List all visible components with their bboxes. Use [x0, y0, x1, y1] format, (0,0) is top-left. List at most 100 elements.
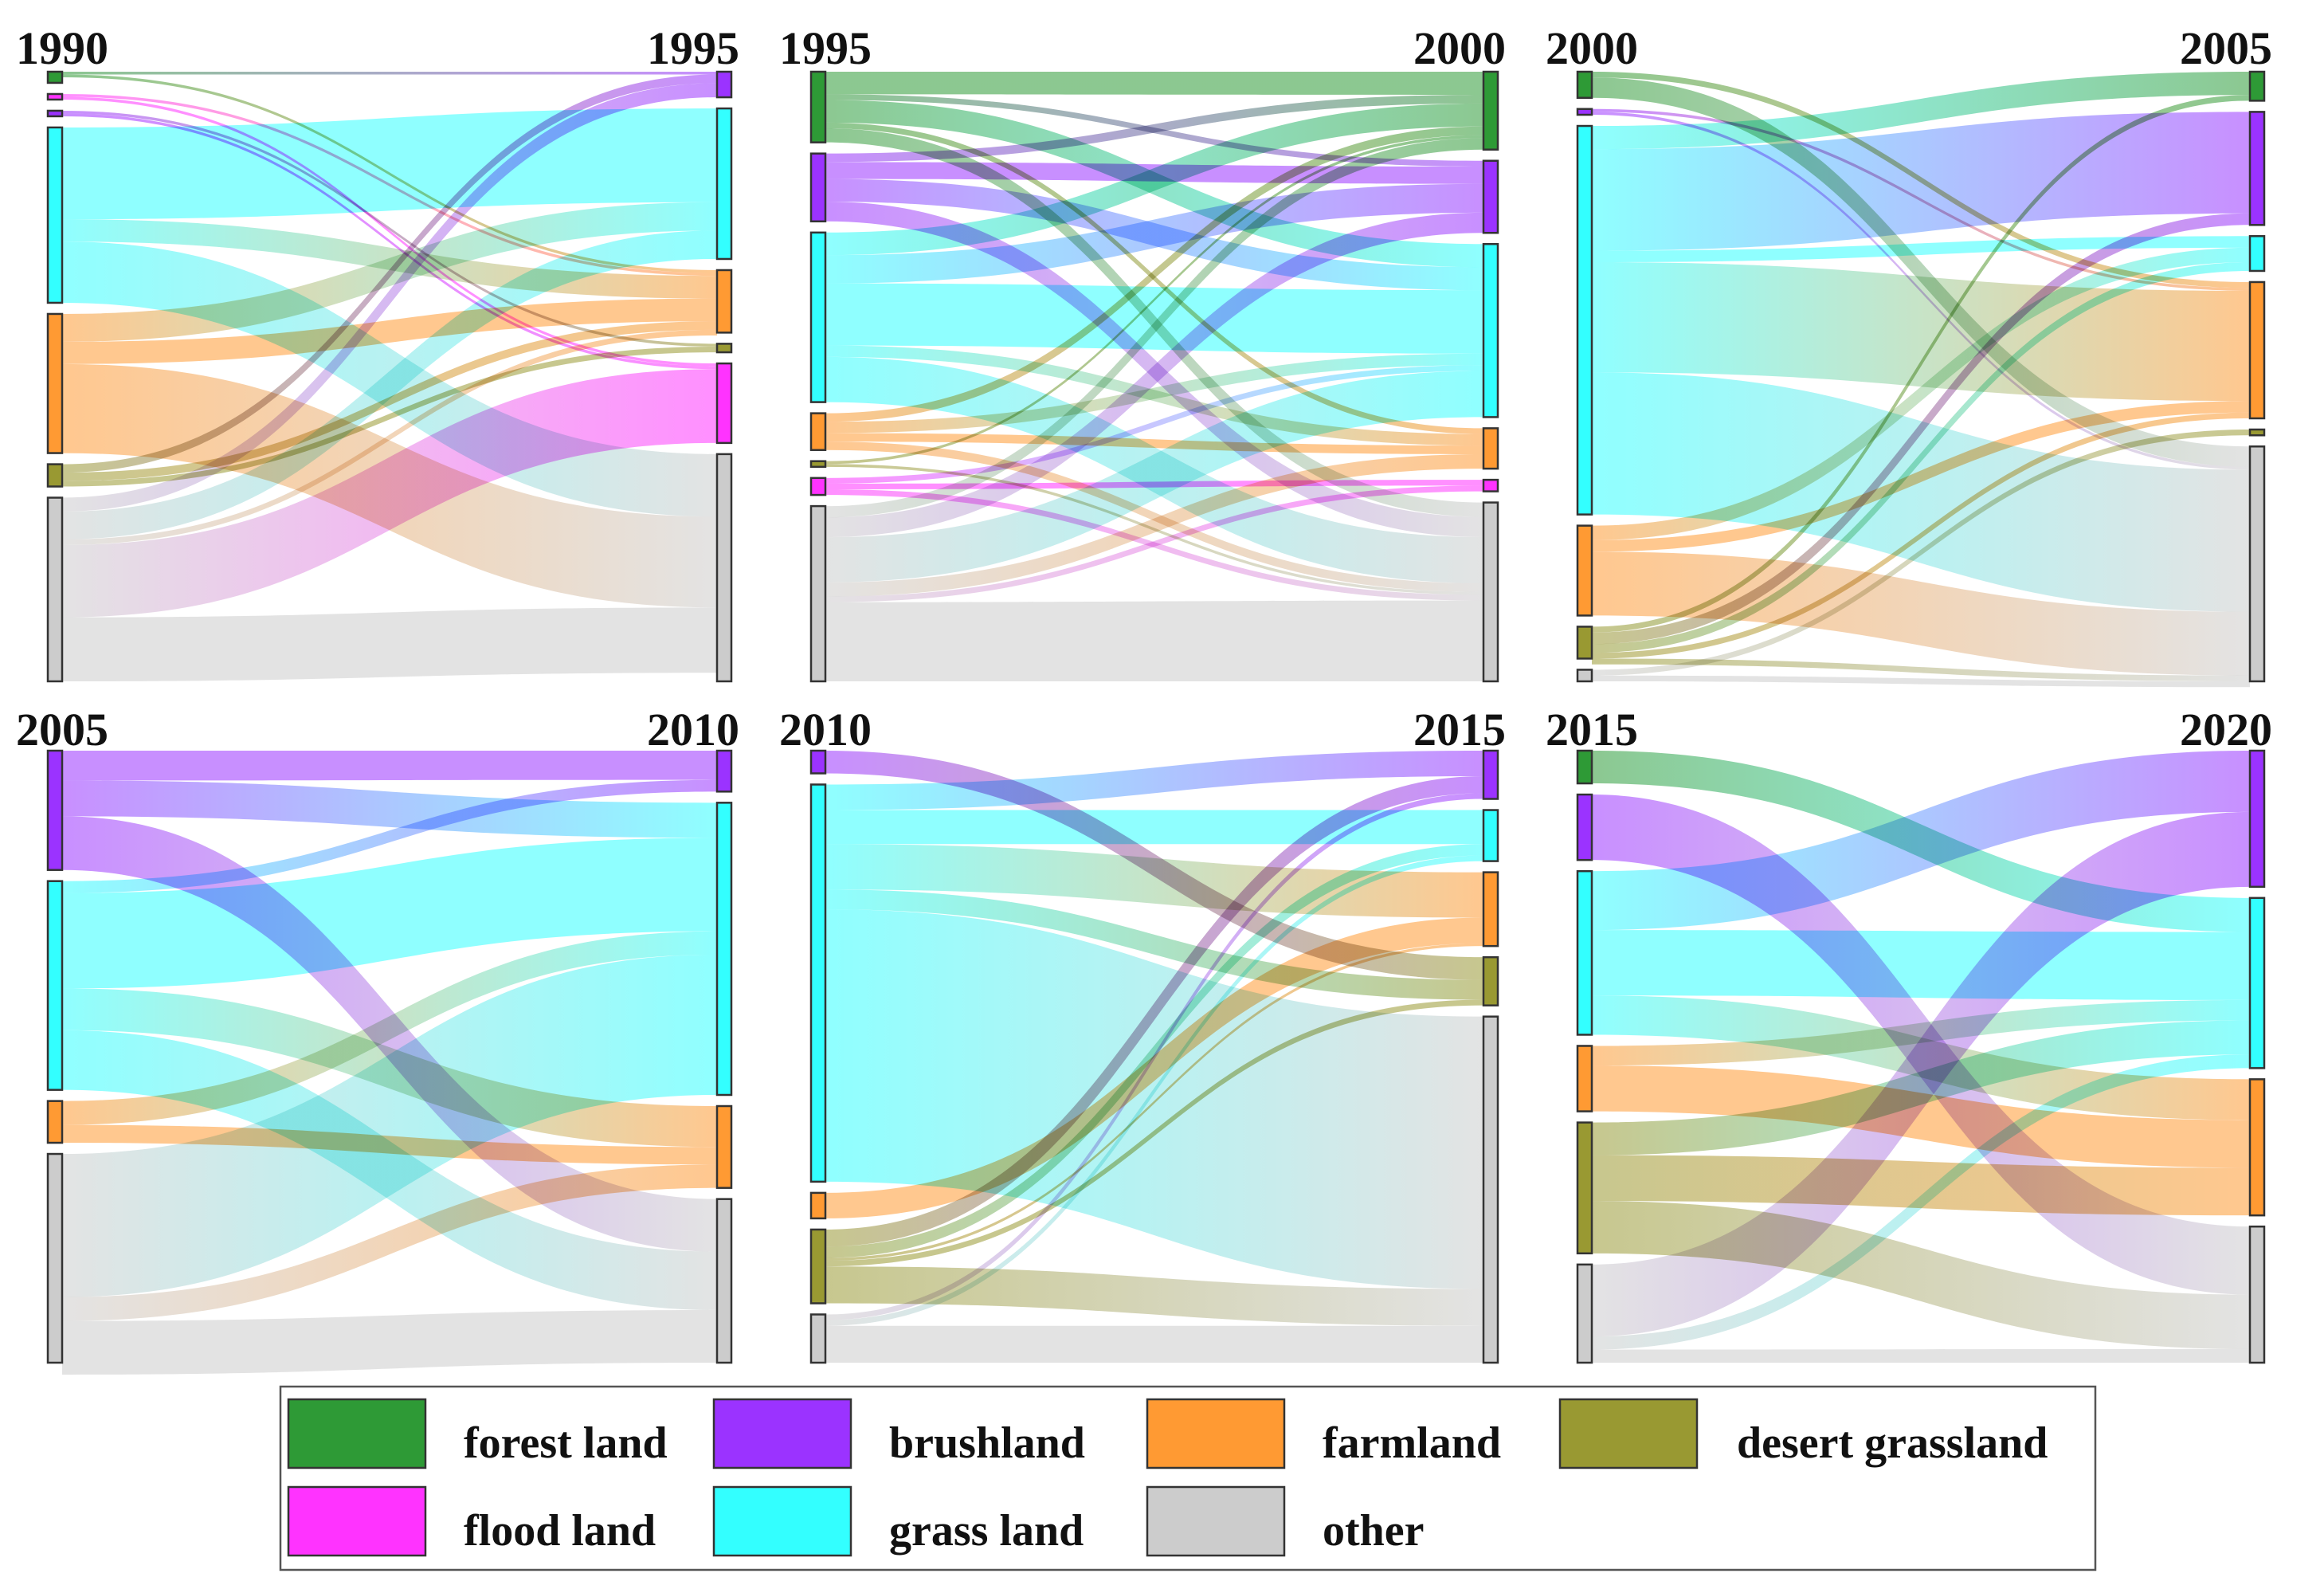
node-right-farm [1482, 427, 1499, 470]
flow-grass-to-grass [1592, 930, 2250, 1000]
node-left-desert [1576, 1121, 1593, 1255]
year-label-left: 2015 [1546, 704, 1638, 755]
year-label-right: 2000 [1413, 22, 1506, 74]
node-right-brush [2248, 749, 2266, 889]
node-left-brush [1576, 793, 1593, 861]
year-label-right: 1995 [647, 22, 739, 74]
flow-other-to-farm [825, 453, 1483, 597]
node-right-desert [2248, 428, 2266, 437]
flow-desert-to-brush [825, 776, 1483, 1247]
node-right-grass [1482, 242, 1499, 418]
legend-swatch-desert-grassland [1558, 1398, 1699, 1469]
flow-desert-to-desert [62, 346, 717, 487]
node-left-other [46, 496, 64, 683]
flow-other-to-forest [825, 138, 1483, 518]
node-left-grass [46, 126, 64, 304]
flow-desert-to-forest [825, 135, 1483, 465]
node-left-other [46, 1152, 64, 1364]
node-left-desert [46, 463, 64, 488]
flow-other-to-other [1592, 1348, 2250, 1363]
node-right-brush [1482, 749, 1499, 800]
node-right-other [715, 453, 733, 683]
flow-grass-to-brush [62, 779, 717, 893]
node-left-desert [809, 1228, 827, 1305]
node-left-brush [809, 152, 827, 223]
node-right-forest [1482, 70, 1499, 151]
flow-grass-to-forest [825, 103, 1483, 256]
flow-other-to-other [62, 607, 717, 681]
node-right-farm [715, 269, 733, 334]
legend-entry-desert-grassland: desert grassland [1558, 1398, 2048, 1469]
flow-other-to-other [825, 600, 1483, 681]
legend-swatch-grass-land [712, 1485, 852, 1557]
flow-desert-to-brush [1592, 213, 2250, 645]
flow-desert-to-farm [62, 321, 717, 481]
legend-label-farmland: farmland [1323, 1418, 1501, 1468]
flow-grass-to-brush [1592, 112, 2250, 251]
flow-other-to-grass [825, 855, 1483, 1326]
year-label-left: 2005 [16, 704, 108, 755]
node-left-farm [1576, 524, 1593, 617]
flow-grass-to-forest [1592, 72, 2250, 150]
node-right-grass [2248, 235, 2266, 273]
node-right-desert [715, 343, 733, 354]
flow-other-to-farm [62, 1164, 717, 1321]
flow-desert-to-farm [1592, 1155, 2250, 1216]
flow-farm-to-farm [825, 433, 1483, 454]
legend-swatch-flood-land [287, 1485, 427, 1557]
legend-entry-other: other [1146, 1485, 1425, 1557]
flow-other-to-grass [62, 955, 717, 1297]
node-left-other [1576, 669, 1593, 683]
flow-forest-to-other [1592, 77, 2250, 467]
node-right-flood [715, 362, 733, 445]
flow-farm-to-farm [825, 917, 1483, 1218]
node-right-other [2248, 445, 2266, 683]
year-label-right: 2010 [647, 704, 739, 755]
node-left-forest [1576, 749, 1593, 785]
legend-swatch-brushland [712, 1398, 852, 1469]
flow-brush-to-forest [825, 94, 1483, 163]
flow-farm-to-other [1592, 551, 2250, 676]
flow-brush-to-brush [62, 751, 717, 781]
node-right-flood [1482, 478, 1499, 492]
flow-other-to-grass [62, 230, 717, 539]
flow-grass-to-other [825, 909, 1483, 1289]
node-left-brush [809, 749, 827, 775]
node-left-farm [46, 312, 64, 454]
legend-label-forest-land: forest land [464, 1418, 668, 1468]
node-right-other [1482, 501, 1499, 683]
flow-other-to-brush [825, 793, 1483, 1320]
node-left-flood [809, 477, 827, 496]
node-left-flood [46, 92, 64, 101]
flow-other-to-other [1592, 675, 2250, 688]
flow-other-to-other [825, 1325, 1483, 1363]
flow-desert-to-desert [825, 999, 1483, 1267]
node-right-farm [2248, 281, 2266, 420]
flow-desert-to-other [825, 1266, 1483, 1326]
flow-other-to-brush [1592, 811, 2250, 1337]
legend-entry-grass-land: grass land [712, 1485, 1084, 1557]
sankey-panels: 1990 1995 1995 2000 2000 2005 2005 2010 2010 2015… [16, 22, 2272, 1375]
flow-grass-to-brush [825, 183, 1483, 284]
flow-farm-to-grass [62, 931, 717, 1125]
node-left-farm [809, 1191, 827, 1220]
flow-other-to-grass [825, 371, 1483, 583]
flows [1592, 72, 2250, 688]
node-left-other [1576, 1263, 1593, 1364]
flow-farm-to-grass [825, 353, 1483, 434]
node-left-grass [809, 783, 827, 1183]
flow-other-to-farm [62, 329, 717, 545]
year-label-left: 1990 [16, 22, 108, 74]
flow-desert-to-grass [825, 844, 1483, 1258]
node-left-brush [1576, 108, 1593, 116]
flow-farm-to-grass [1592, 999, 2250, 1066]
node-right-other [1482, 1015, 1499, 1364]
year-label-right: 2005 [2180, 22, 2272, 74]
flows [62, 72, 717, 681]
flow-desert-to-grass [1592, 262, 2250, 653]
node-right-other [715, 1198, 733, 1364]
legend-entry-farmland: farmland [1146, 1398, 1501, 1469]
flow-brush-to-flood [62, 113, 717, 370]
flows [825, 751, 1483, 1363]
node-right-grass [2248, 897, 2266, 1069]
